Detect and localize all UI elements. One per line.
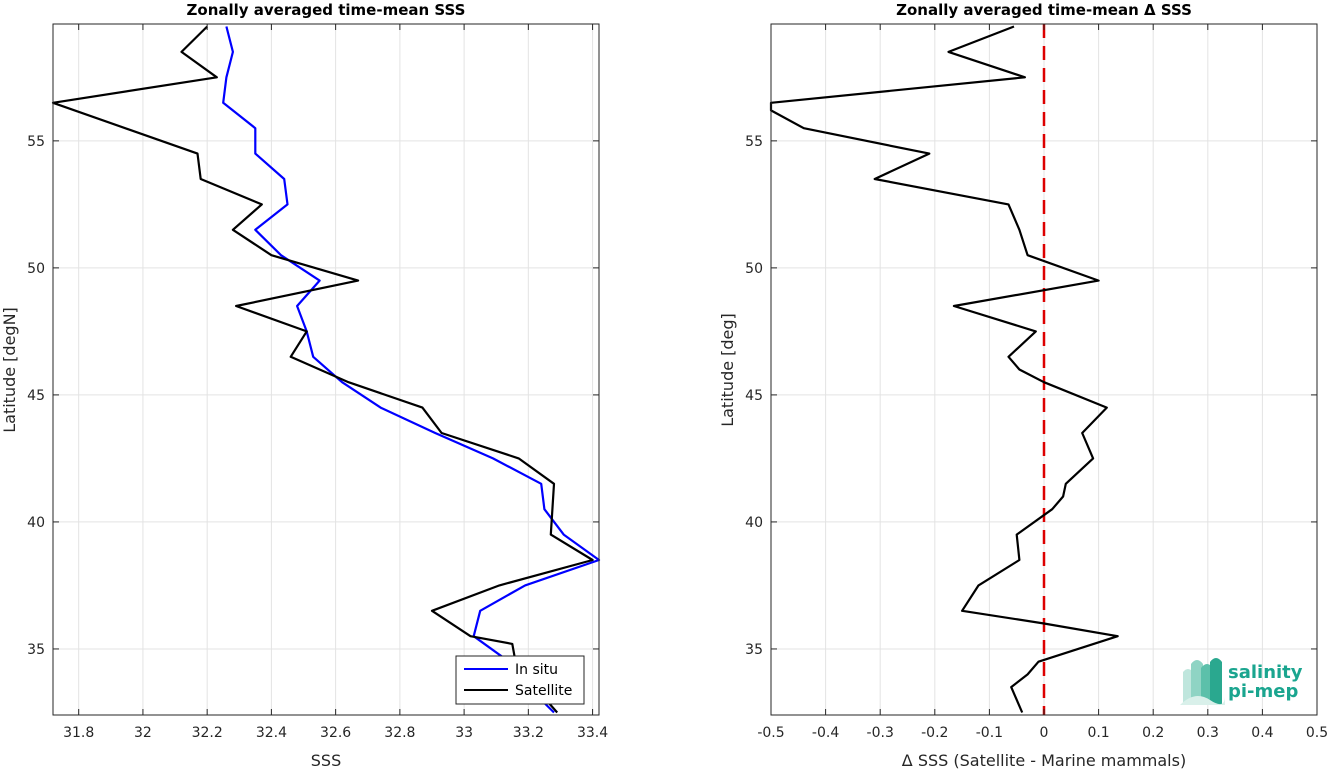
x-tick-label: -0.5 xyxy=(757,725,784,741)
delta-sss-grid xyxy=(770,24,1318,715)
legend-box xyxy=(455,655,585,705)
x-tick-label: -0.1 xyxy=(976,725,1003,741)
legend-label-satellite: Satellite xyxy=(515,683,572,699)
legend-label-in-situ: In situ xyxy=(515,662,558,678)
x-tick-label: 33.2 xyxy=(513,725,544,741)
delta-sss-y-axis-label: Latitude [deg] xyxy=(718,313,737,427)
salinity-pi-mep-logo: salinity pi-mep xyxy=(1180,658,1303,705)
x-tick-label: 0.5 xyxy=(1306,725,1328,741)
sss-series-line-in-situ xyxy=(222,26,601,714)
x-tick-label: 31.8 xyxy=(63,725,94,741)
wave-logo-icon xyxy=(1180,658,1225,705)
sss-chart-title: Zonally averaged time-mean SSS xyxy=(187,1,466,19)
y-tick-label: 40 xyxy=(745,515,763,531)
x-tick-label: -0.3 xyxy=(867,725,894,741)
sss-legend: In situ Satellite xyxy=(455,655,585,705)
delta-sss-x-axis-label: Δ SSS (Satellite - Marine mammals) xyxy=(902,751,1186,769)
sss-grid xyxy=(53,24,599,715)
y-tick-label: 45 xyxy=(27,388,45,404)
y-tick-label: 55 xyxy=(27,134,45,150)
delta-sss-chart-title: Zonally averaged time-mean Δ SSS xyxy=(896,1,1192,19)
sss-x-axis-label: SSS xyxy=(311,751,341,769)
sss-ticks: 31.8 32 32.2 32.4 32.6 32.8 33 33.2 33.4 35 40 45 50… xyxy=(27,24,608,741)
y-tick-label: 55 xyxy=(745,134,763,150)
y-tick-label: 50 xyxy=(27,261,45,277)
x-tick-label: 0 xyxy=(1040,725,1049,741)
y-tick-label: 45 xyxy=(745,388,763,404)
delta-sss-series xyxy=(769,24,1119,715)
x-tick-label: 32.8 xyxy=(384,725,415,741)
x-tick-label: 33.4 xyxy=(577,725,608,741)
x-tick-label: 0.1 xyxy=(1087,725,1109,741)
delta-sss-panel: -0.5 -0.4 -0.3 -0.2 -0.1 0 0.1 0.2 0.3 0.4 0.5 35 40… xyxy=(718,1,1328,769)
x-tick-label: 32.6 xyxy=(320,725,351,741)
logo-text-salinity: salinity xyxy=(1228,662,1303,683)
y-tick-label: 35 xyxy=(27,642,45,658)
y-tick-label: 50 xyxy=(745,261,763,277)
x-tick-label: 32.2 xyxy=(192,725,223,741)
x-tick-label: 33 xyxy=(455,725,473,741)
x-tick-label: 0.3 xyxy=(1197,725,1219,741)
x-tick-label: 0.2 xyxy=(1142,725,1164,741)
sss-y-axis-label: Latitude [degN] xyxy=(0,307,19,433)
x-tick-label: 0.4 xyxy=(1251,725,1273,741)
delta-sss-ticks: -0.5 -0.4 -0.3 -0.2 -0.1 0 0.1 0.2 0.3 0.4 0.5 35 40… xyxy=(745,24,1328,741)
x-tick-label: 32 xyxy=(134,725,152,741)
logo-text-pi-mep: pi-mep xyxy=(1228,681,1298,702)
x-tick-label: 32.4 xyxy=(256,725,287,741)
sss-series-line-satellite xyxy=(51,25,594,714)
y-tick-label: 40 xyxy=(27,515,45,531)
sss-panel: 31.8 32 32.2 32.4 32.6 32.8 33 33.2 33.4 35 40 45 50… xyxy=(0,1,608,769)
delta-sss-series-line-delta xyxy=(769,25,1119,713)
x-tick-label: -0.2 xyxy=(921,725,948,741)
y-tick-label: 35 xyxy=(745,642,763,658)
sss-axes-frame xyxy=(52,23,600,716)
x-tick-label: -0.4 xyxy=(812,725,839,741)
sss-series xyxy=(51,25,601,714)
